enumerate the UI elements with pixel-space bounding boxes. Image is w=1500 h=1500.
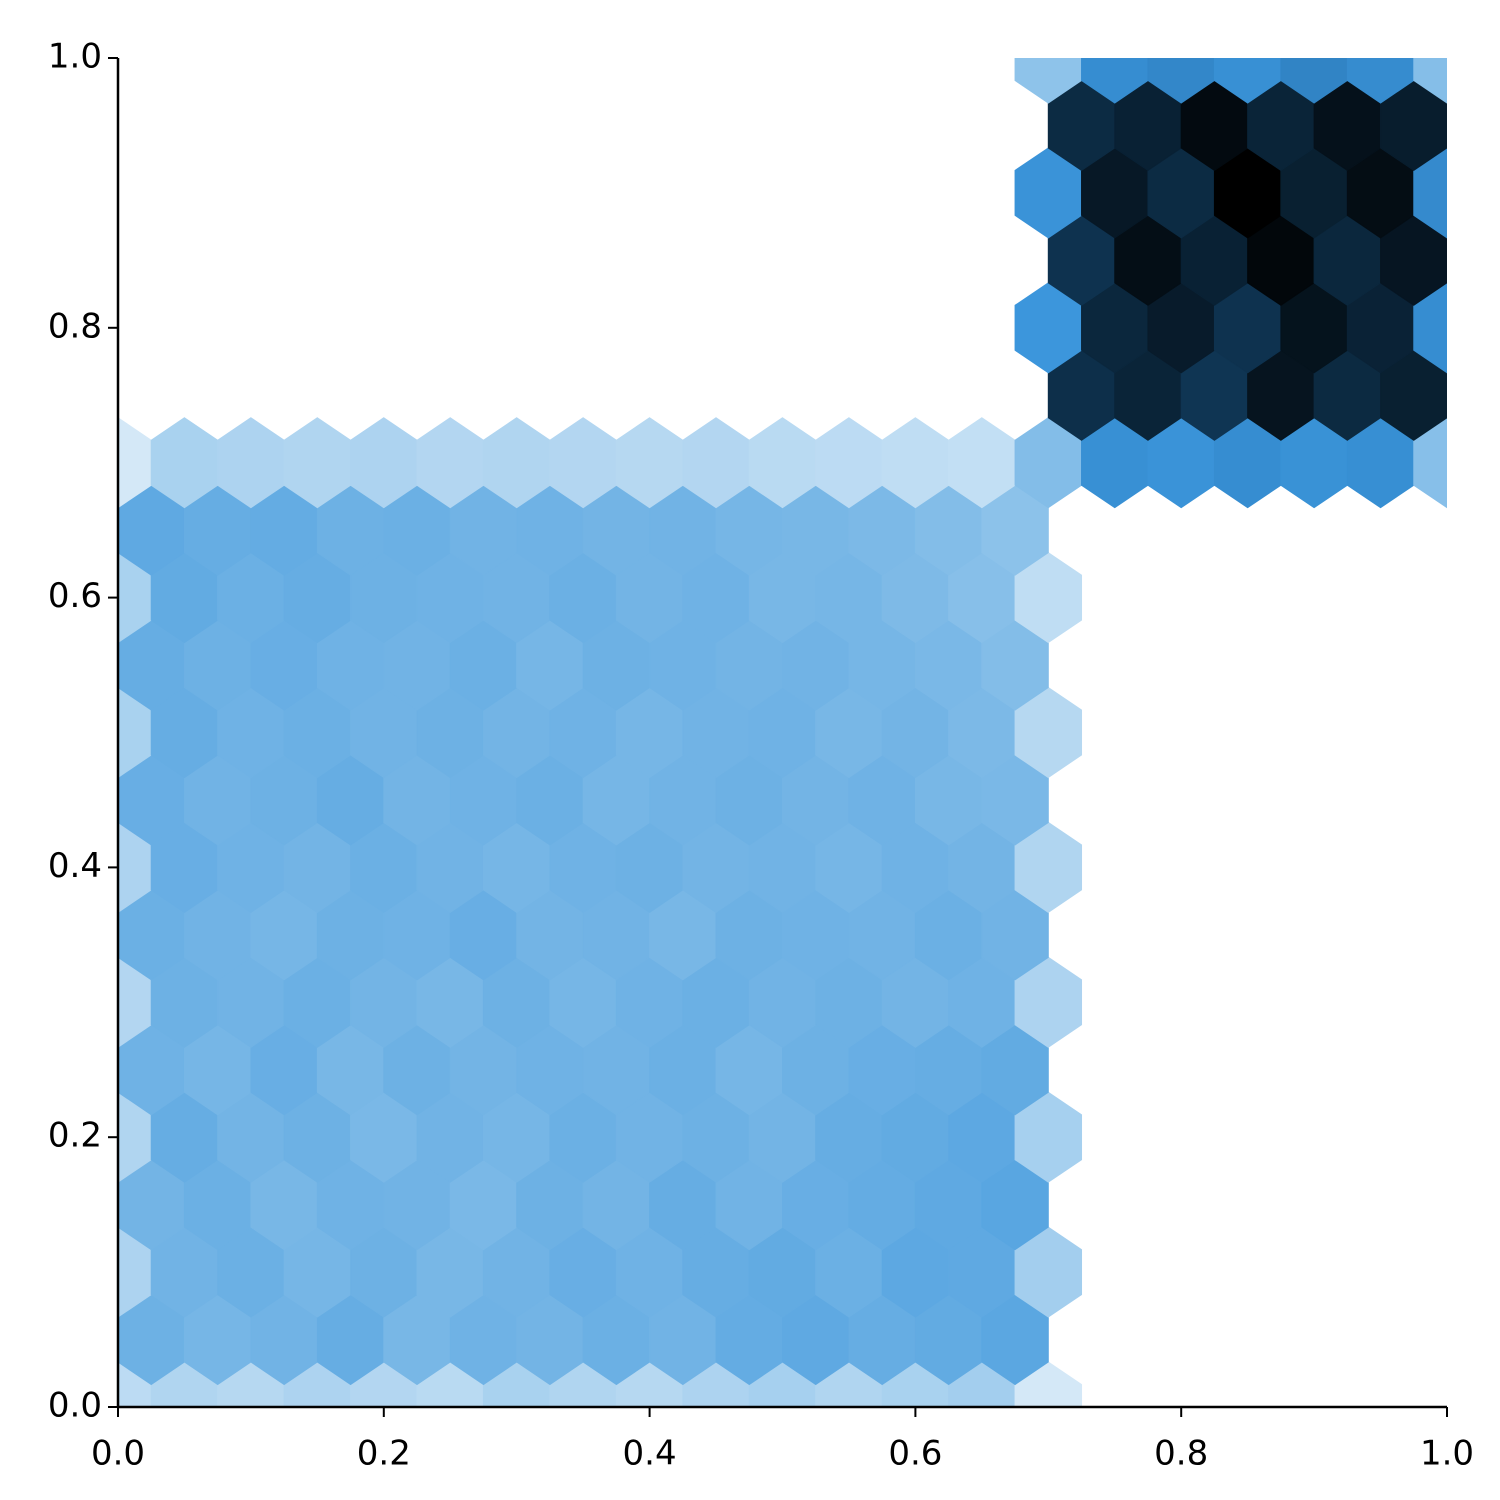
y-tick-label: 1.0 (48, 37, 102, 77)
hex-cell (1213, 58, 1282, 104)
y-tick-label: 0.0 (48, 1386, 102, 1426)
hex-cell (1014, 58, 1083, 104)
y-tick-label: 0.8 (48, 306, 102, 346)
hex-cell (1413, 58, 1447, 104)
plot-area (118, 58, 1447, 1407)
x-tick-label: 0.2 (357, 1434, 411, 1474)
hex-cell (1147, 58, 1215, 104)
hex-cell (1346, 58, 1415, 104)
x-tick-label: 0.6 (888, 1434, 942, 1474)
hex-cell (1081, 58, 1149, 104)
x-tick-label: 0.0 (91, 1434, 145, 1474)
y-tick-label: 0.4 (48, 846, 102, 886)
x-tick-label: 1.0 (1420, 1434, 1474, 1474)
x-tick-label: 0.8 (1154, 1434, 1208, 1474)
x-tick-label: 0.4 (623, 1434, 677, 1474)
y-tick-label: 0.2 (48, 1116, 102, 1156)
axes: 0.0 0.2 0.4 0.6 0.8 1.0 0.0 0.2 0.4 0.6 0.8 1.0 (48, 37, 1474, 1474)
hex-cell (1280, 58, 1348, 104)
y-tick-label: 0.6 (48, 576, 102, 616)
